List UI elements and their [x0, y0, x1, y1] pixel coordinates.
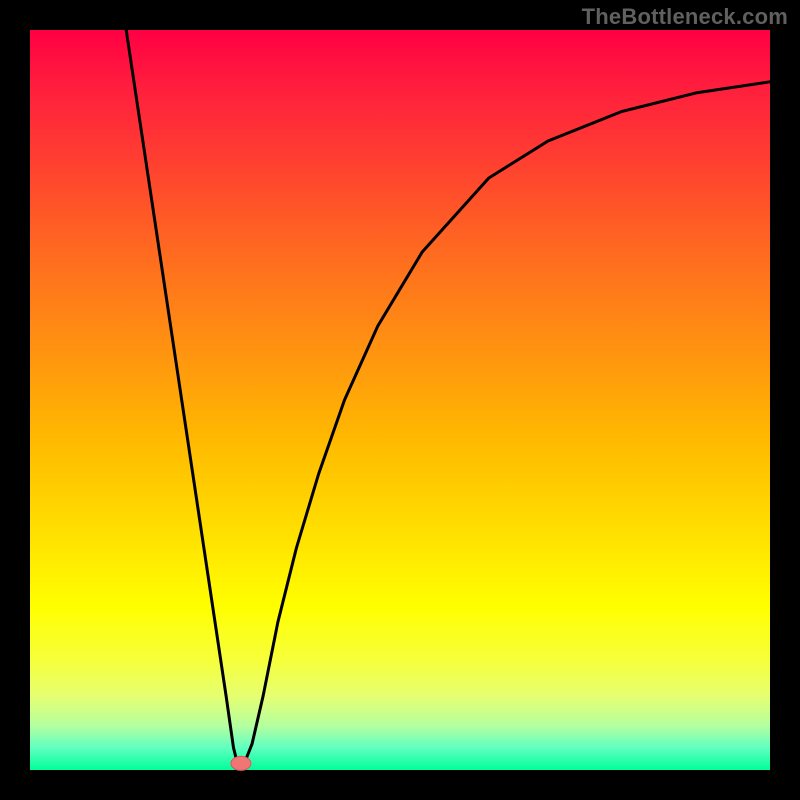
- plot-area: [30, 30, 770, 770]
- chart-root: TheBottleneck.com: [0, 0, 800, 800]
- minimum-marker: [231, 756, 251, 770]
- curve-layer: [30, 30, 770, 770]
- attribution-label: TheBottleneck.com: [582, 4, 788, 30]
- bottleneck-curve: [126, 30, 770, 766]
